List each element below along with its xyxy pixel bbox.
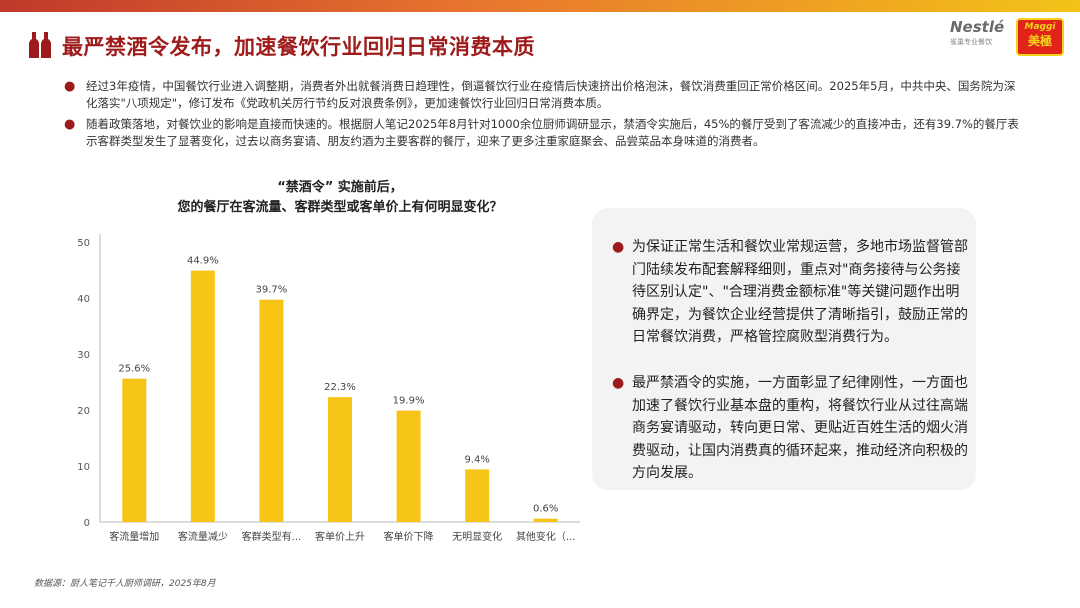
summary-item: ● 为保证正常生活和餐饮业常规运营，多地市场监督管部门陆续发布配套解释细则，重点… bbox=[612, 236, 972, 349]
bar bbox=[465, 469, 490, 522]
y-tick-label: 0 bbox=[84, 518, 90, 529]
nestle-logo: Nestlé 雀巢专业餐饮 bbox=[950, 18, 1005, 46]
x-tick-label: 无明显变化 bbox=[452, 530, 502, 543]
bar-value-label: 22.3% bbox=[324, 382, 356, 393]
y-tick-label: 50 bbox=[77, 238, 90, 249]
bullet-dot-icon: ● bbox=[64, 117, 76, 132]
maggi-logo: Maggi 美極 bbox=[1016, 18, 1064, 56]
bar bbox=[328, 397, 352, 522]
x-tick-label: 客流量增加 bbox=[109, 530, 159, 543]
x-tick-label: 客单价下降 bbox=[384, 530, 434, 543]
wine-bottle-icon bbox=[29, 32, 51, 58]
bar-value-label: 0.6% bbox=[533, 504, 558, 515]
bar bbox=[190, 270, 215, 522]
x-tick-label: 客流量减少 bbox=[178, 530, 228, 543]
bar-value-label: 9.4% bbox=[464, 454, 489, 465]
y-tick-label: 20 bbox=[77, 406, 90, 417]
x-tick-label: 客单价上升 bbox=[315, 530, 365, 543]
summary-panel: ● 为保证正常生活和餐饮业常规运营，多地市场监督管部门陆续发布配套解释细则，重点… bbox=[592, 208, 976, 490]
x-tick-label: 客群类型有... bbox=[242, 530, 302, 543]
bar-value-label: 39.7% bbox=[256, 285, 288, 296]
bar bbox=[396, 410, 421, 522]
page-title: 最严禁酒令发布，加速餐饮行业回归日常消费本质 bbox=[62, 35, 535, 59]
intro-bullets: ● 经过3年疫情，中国餐饮行业进入调整期，消费者外出就餐消费日趋理性，倒逼餐饮行… bbox=[64, 78, 1024, 154]
intro-bullet: ● 经过3年疫情，中国餐饮行业进入调整期，消费者外出就餐消费日趋理性，倒逼餐饮行… bbox=[64, 79, 1016, 110]
y-tick-label: 40 bbox=[77, 294, 90, 305]
y-tick-label: 30 bbox=[77, 350, 90, 361]
intro-bullet: ● 随着政策落地，对餐饮业的影响是直接而快速的。根据厨人笔记2025年8月针对1… bbox=[64, 117, 1019, 148]
bar bbox=[259, 299, 284, 522]
bar-value-label: 44.9% bbox=[187, 256, 219, 267]
bar-chart: 0 10 20 30 40 50 25.6% 客流量增加 44.9% 客流量减少 39.7% 客群类型… bbox=[77, 234, 580, 543]
bullet-dot-icon: ● bbox=[64, 79, 76, 94]
y-tick-label: 10 bbox=[77, 462, 90, 473]
top-gradient-bar bbox=[0, 0, 1080, 12]
bar-value-label: 25.6% bbox=[118, 364, 150, 375]
bullet-dot-icon: ● bbox=[612, 239, 625, 255]
bullet-dot-icon: ● bbox=[612, 375, 625, 391]
data-source-note: 数据源：厨人笔记千人厨师调研，2025年8月 bbox=[34, 579, 216, 589]
bar-value-label: 19.9% bbox=[393, 396, 425, 407]
bar bbox=[122, 378, 147, 522]
bar bbox=[533, 518, 558, 522]
chart-title: “禁酒令” 实施前后， 您的餐厅在客流量、客群类型或客单价上有何明显变化？ bbox=[177, 180, 503, 215]
x-tick-label: 其他变化（... bbox=[516, 530, 576, 543]
summary-item: ● 最严禁酒令的实施，一方面彰显了纪律刚性，一方面也加速了餐饮行业基本盘的重构，… bbox=[612, 372, 972, 485]
